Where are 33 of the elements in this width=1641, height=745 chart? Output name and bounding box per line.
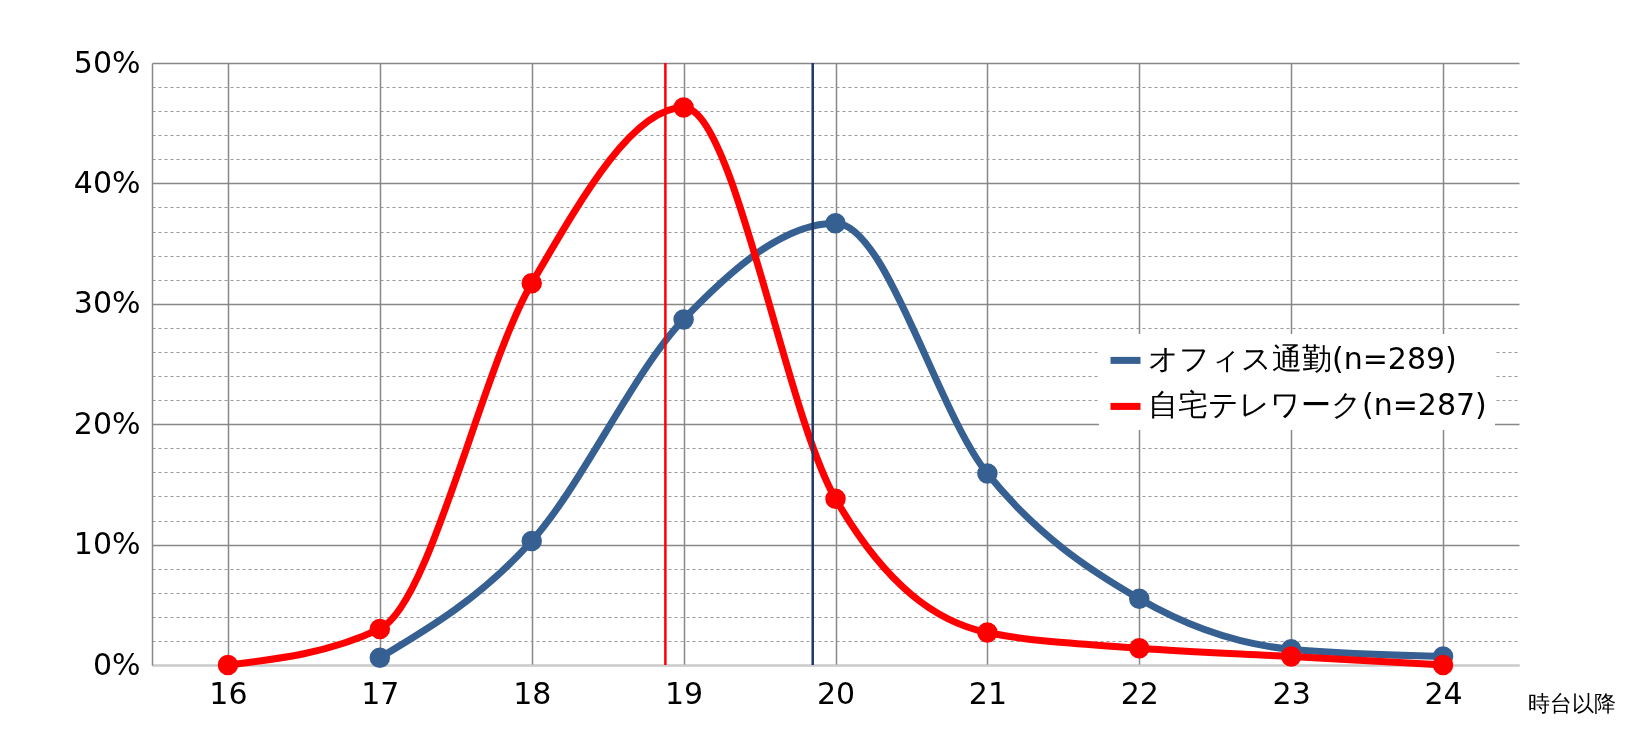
y-tick-label: 50% [73, 44, 141, 80]
point [521, 530, 542, 552]
y-tick-label: 40% [73, 164, 141, 200]
x-tick-label: 19 [665, 675, 704, 711]
legend-label: 自宅テレワーク(n=287) [1148, 387, 1487, 423]
point [977, 463, 998, 484]
point [1280, 646, 1302, 667]
point [369, 647, 391, 668]
x-tick-label: 24 [1424, 675, 1463, 711]
point [977, 622, 998, 643]
point [217, 654, 239, 676]
y-tick-label: 10% [73, 526, 141, 562]
point [1432, 654, 1454, 676]
x-tick-label: 16 [209, 675, 248, 711]
point [825, 488, 846, 510]
x-tick-label: 22 [1120, 675, 1159, 711]
x-tick-label: 17 [361, 675, 400, 711]
point [369, 618, 391, 640]
x-tick-label: 21 [968, 675, 1007, 711]
y-tick-label: 0% [92, 646, 141, 682]
x-tick-label: 18 [513, 675, 552, 711]
legend-label: オフィス通勤(n=289) [1148, 341, 1457, 377]
y-tick-label: 20% [73, 405, 141, 441]
point [673, 309, 694, 330]
x-tick-label: 23 [1272, 675, 1311, 711]
point [673, 97, 694, 118]
point [1129, 588, 1150, 610]
y-tick-label: 30% [73, 285, 141, 321]
point [825, 212, 846, 234]
x-tick-label: 20 [816, 675, 856, 711]
point [521, 273, 542, 294]
x-axis-title: 時台以降 [1527, 690, 1616, 716]
point [1129, 637, 1150, 659]
